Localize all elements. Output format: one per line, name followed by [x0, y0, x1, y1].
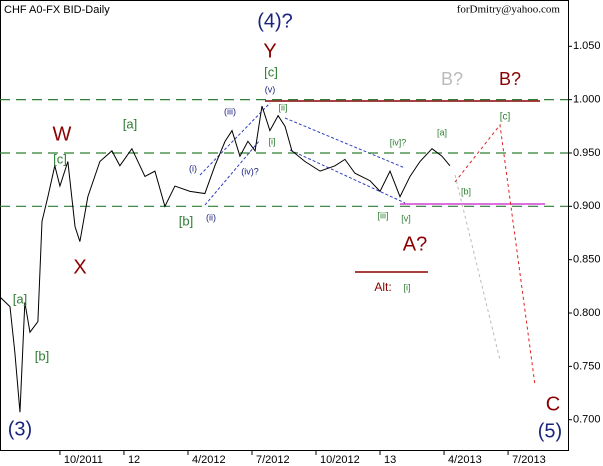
decorations: [199, 100, 545, 386]
projection: [454, 174, 501, 361]
wave-label: [b]: [461, 186, 471, 196]
wave-label: [a]: [13, 291, 27, 306]
wave-label: (v): [265, 84, 276, 94]
wave-label: [a]: [123, 116, 137, 131]
wave-label: [ii]: [279, 102, 288, 112]
wave-label: [c]: [264, 64, 278, 79]
wave-label: A?: [403, 233, 427, 255]
wave-label: (iii): [224, 106, 236, 116]
wave-label: [iii]: [378, 210, 389, 220]
wave-label: [iv]?: [390, 137, 407, 147]
wave-label: X: [73, 256, 86, 278]
y-tick-label: 0.750: [573, 360, 601, 372]
wave-label: (iv)?: [241, 166, 259, 176]
x-tick-label: 7/2012: [256, 454, 290, 466]
x-tick-label: 12: [128, 454, 140, 466]
y-tick-label: 1.000: [573, 94, 601, 106]
wave-label: Alt:: [374, 280, 391, 294]
wave-label: [c]: [53, 151, 67, 166]
projection: [454, 123, 536, 386]
y-tick-label: 0.850: [573, 254, 601, 266]
wave-label: [i]: [268, 136, 275, 146]
x-tick-label: 10/2012: [320, 454, 360, 466]
chart-subtitle: forDmitry@yahoo.com: [457, 4, 561, 16]
x-tick-label: 13: [384, 454, 396, 466]
y-tick-label: 0.700: [573, 414, 601, 426]
channel-line: [284, 117, 406, 169]
chart-title: CHF A0-FX BID-Daily: [4, 4, 110, 16]
price-line: [0, 105, 451, 413]
wave-label: [c]: [500, 112, 511, 123]
y-tick-label: 0.900: [573, 200, 601, 212]
channel-line: [289, 149, 406, 204]
wave-label: (i): [189, 163, 197, 173]
x-tick-label: 4/2012: [192, 454, 226, 466]
y-tick-label: 1.050: [573, 40, 601, 52]
y-tick-label: 0.800: [573, 307, 601, 319]
channel-line: [204, 139, 261, 206]
wave-label: B?: [441, 69, 463, 89]
wave-label: C: [546, 393, 560, 415]
x-tick-label: 7/2013: [512, 454, 546, 466]
wave-label: [b]: [179, 213, 193, 228]
wave-label: (ii): [206, 212, 216, 222]
wave-label: [v]: [401, 213, 411, 223]
wave-label: [a]: [437, 127, 447, 137]
y-tick-label: 0.950: [573, 147, 601, 159]
wave-label: [b]: [35, 348, 49, 363]
wave-label: W: [53, 123, 72, 145]
wave-label: Y: [263, 40, 276, 62]
wave-label: (3): [8, 418, 32, 440]
wave-label: (5): [538, 420, 562, 442]
wave-label: B?: [499, 69, 521, 89]
wave-label: (4)?: [257, 10, 293, 32]
wave-label: [i]: [403, 282, 410, 292]
x-tick-label: 10/2011: [64, 454, 103, 466]
plot-frame: [0, 0, 569, 451]
x-tick-label: 4/2013: [448, 454, 482, 466]
